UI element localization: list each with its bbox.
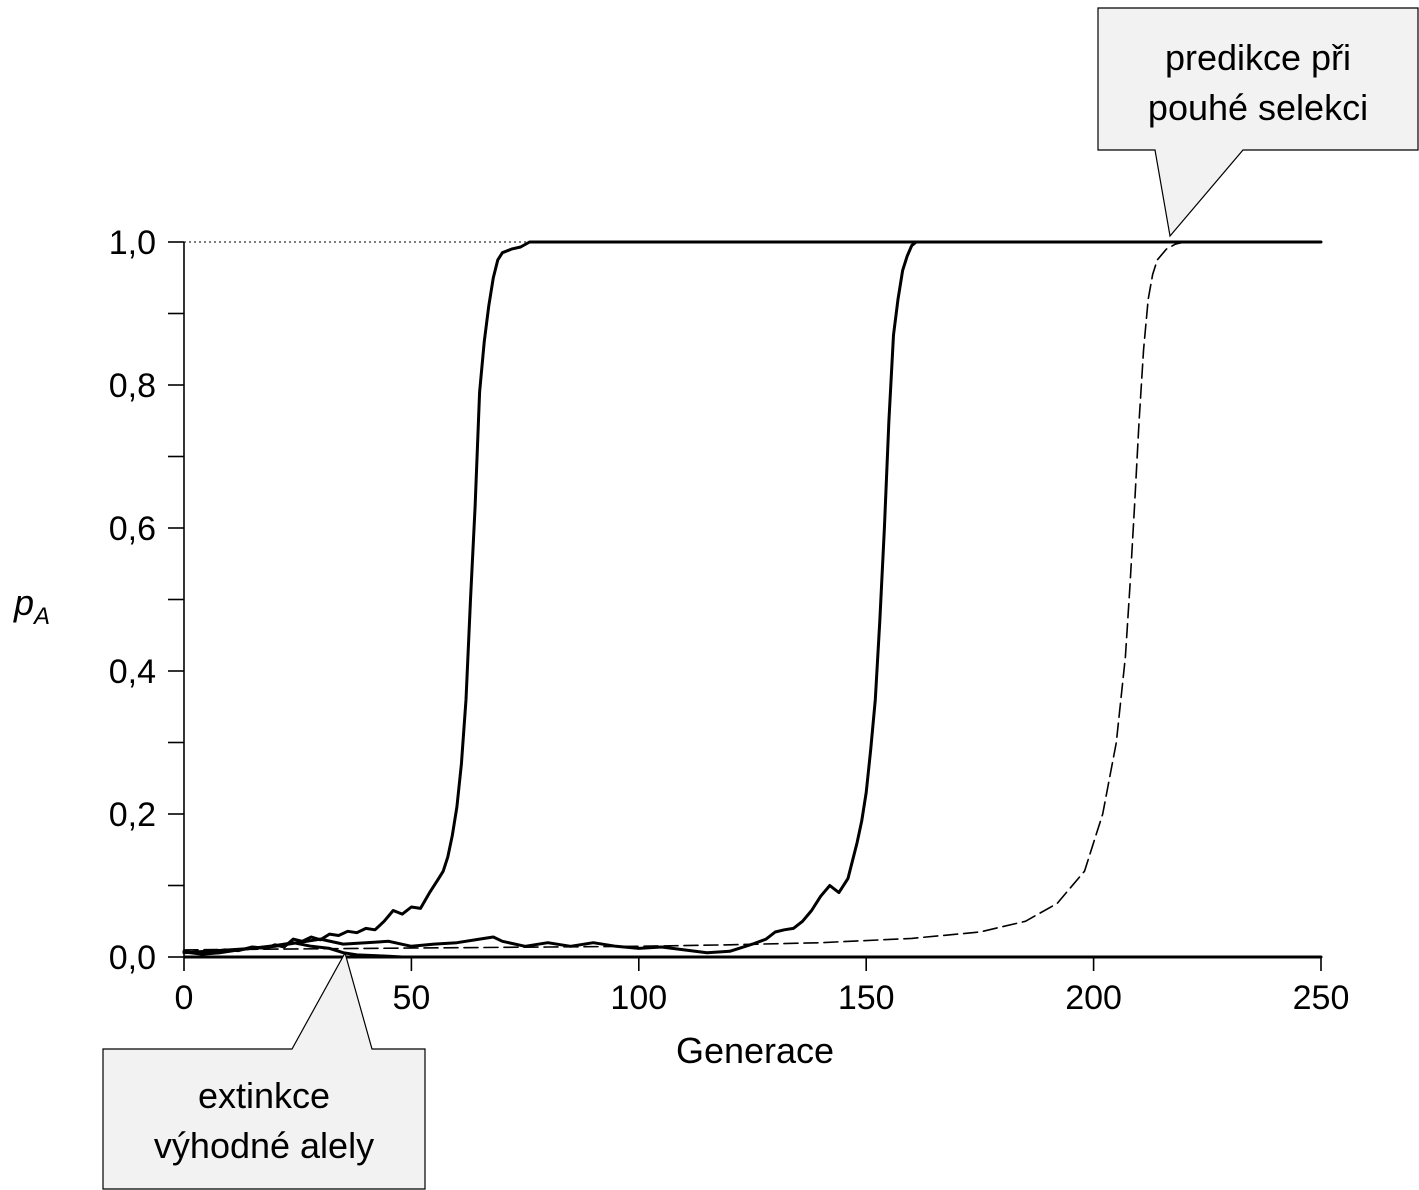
y-axis-title-main: p: [13, 582, 34, 623]
y-tick-label: 1,0: [109, 224, 156, 262]
y-tick-label: 0,8: [109, 367, 156, 405]
x-tick-label: 200: [1065, 979, 1122, 1017]
x-tick-label: 250: [1293, 979, 1350, 1017]
callout-allele-extinction-line-2: výhodné alely: [154, 1125, 374, 1166]
y-tick-label: 0,2: [109, 796, 156, 834]
callout-allele-extinction-box: [102, 951, 426, 1190]
callout-selection-prediction-line-1: predikce při: [1165, 37, 1351, 78]
callout-allele-extinction-line-1: extinkce: [198, 1075, 330, 1116]
x-tick-label: 150: [838, 979, 895, 1017]
x-axis-title: Generace: [676, 1030, 834, 1071]
series-line-2: [182, 240, 936, 955]
y-axis-title-subscript: A: [32, 603, 50, 630]
y-tick-label: 0,0: [109, 939, 156, 977]
callout-allele-extinction: extinkce výhodné alely: [102, 951, 426, 1190]
series-line-dashed-4: [183, 241, 1322, 951]
x-tick-label: 100: [610, 979, 667, 1017]
axes: 0,0 0,2 0,4 0,6 0,8 1,0 0 50 100 150 200 250: [109, 224, 1350, 1017]
y-tick-label: 0,6: [109, 510, 156, 548]
x-tick-label: 50: [392, 979, 430, 1017]
y-axis-title: pA: [13, 582, 50, 630]
x-tick-label: 0: [175, 979, 194, 1017]
plot-area: [182, 240, 1323, 959]
callout-selection-prediction-line-2: pouhé selekci: [1148, 87, 1368, 128]
callout-selection-prediction-box: [1097, 7, 1419, 238]
series-line-1: [182, 240, 1323, 955]
y-tick-label: 0,4: [109, 653, 156, 691]
callout-selection-prediction: predikce při pouhé selekci: [1097, 7, 1419, 238]
